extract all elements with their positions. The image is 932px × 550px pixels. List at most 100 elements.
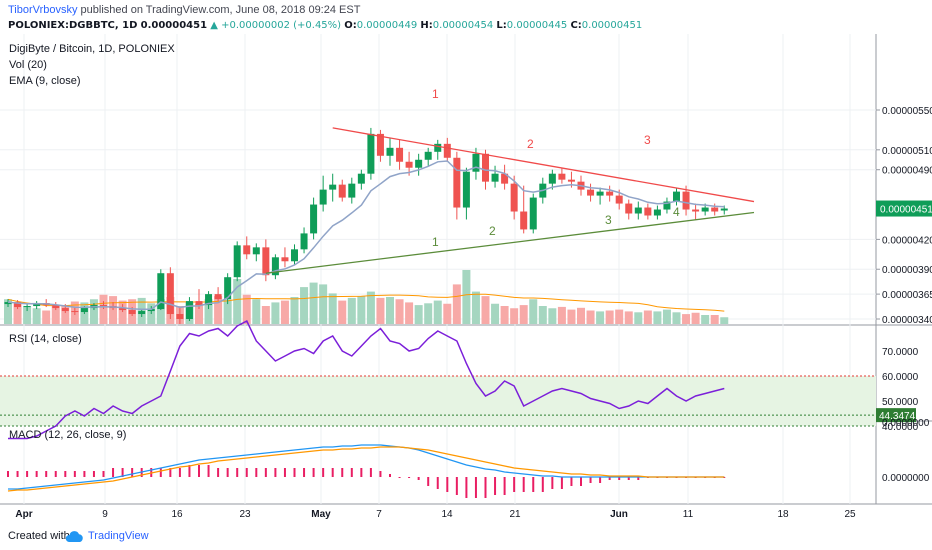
candle-body bbox=[138, 311, 146, 315]
volume-bar bbox=[605, 310, 614, 324]
ohlc-line: POLONIEX:DGBBTC, 1D 0.00000451 ▲ +0.0000… bbox=[8, 20, 642, 31]
volume-bar bbox=[366, 291, 375, 324]
candle-body bbox=[61, 308, 69, 312]
volume-bar bbox=[443, 303, 452, 324]
support-touch-label: 2 bbox=[489, 224, 496, 238]
support-touch-label: 3 bbox=[605, 213, 612, 227]
macd-histogram-bar bbox=[513, 477, 516, 492]
date-tick-label: Apr bbox=[15, 509, 32, 520]
candle-body bbox=[405, 161, 413, 168]
volume-bar bbox=[223, 299, 232, 324]
volume-bar bbox=[99, 294, 108, 324]
date-tick-label: 7 bbox=[376, 509, 382, 520]
axes: 0.00000550 0.00000510 0.00000490 0.00000451… bbox=[15, 106, 932, 520]
grid-lines bbox=[0, 34, 932, 505]
candle-body bbox=[443, 143, 451, 158]
tradingview-brand-link[interactable]: TradingView bbox=[88, 530, 149, 542]
macd-histogram-bar bbox=[131, 468, 134, 477]
volume-bar bbox=[557, 306, 566, 324]
volume-bar bbox=[319, 284, 328, 324]
price-tick-label: 0.00000550 bbox=[882, 106, 932, 117]
candle-body bbox=[558, 173, 566, 180]
footer: Created with TradingView bbox=[0, 522, 932, 550]
candle-body bbox=[606, 191, 614, 196]
volume-bar bbox=[452, 284, 461, 324]
macd-histogram-bar bbox=[26, 471, 29, 477]
date-tick-label: 18 bbox=[777, 509, 789, 520]
candle-body bbox=[33, 303, 41, 307]
chart-header: TiborVrbovsky published on TradingView.c… bbox=[0, 0, 932, 34]
candle-body bbox=[567, 179, 575, 182]
candle-body bbox=[453, 157, 461, 208]
date-tick-label: 16 bbox=[171, 509, 183, 520]
volume-bar bbox=[328, 293, 337, 324]
macd-histogram-bar bbox=[369, 468, 372, 477]
candle-body bbox=[615, 195, 623, 204]
macd-histogram-bar bbox=[283, 468, 286, 477]
candle-body bbox=[128, 310, 136, 315]
macd-histogram-bar bbox=[398, 477, 401, 478]
candle-body bbox=[176, 314, 184, 319]
volume-bar bbox=[481, 296, 490, 324]
rsi-tick-label: 40.0000 bbox=[882, 422, 919, 433]
candle-body bbox=[23, 306, 31, 308]
candle-body bbox=[720, 208, 728, 211]
macd-pane[interactable] bbox=[7, 444, 726, 498]
macd-histogram-bar bbox=[541, 477, 544, 492]
volume-bar bbox=[519, 305, 528, 324]
ema-path bbox=[7, 160, 725, 311]
candle-body bbox=[701, 207, 709, 212]
candle-body bbox=[520, 211, 528, 230]
candle-body bbox=[367, 133, 375, 174]
volume-bar bbox=[548, 308, 557, 324]
macd-histogram-bar bbox=[54, 471, 57, 477]
macd-histogram-bar bbox=[389, 474, 391, 477]
macd-histogram-bar bbox=[293, 468, 296, 477]
candle-body bbox=[596, 191, 604, 196]
symbol-label[interactable]: POLONIEX:DGBBTC, 1D bbox=[8, 20, 138, 31]
macd-histogram-bar bbox=[331, 468, 334, 477]
date-tick-label: 11 bbox=[683, 509, 694, 520]
volume-bar bbox=[195, 303, 203, 324]
date-tick-label: 21 bbox=[509, 509, 521, 520]
volume-bar bbox=[242, 294, 251, 324]
price-tick-label: 0.00000420 bbox=[882, 235, 932, 246]
volume-bar bbox=[586, 310, 595, 324]
date-tick-label: 23 bbox=[239, 509, 251, 520]
rsi-pane[interactable] bbox=[0, 319, 876, 440]
macd-histogram-bar bbox=[522, 477, 525, 492]
volume-bar bbox=[261, 306, 270, 324]
macd-histogram-bar bbox=[45, 471, 48, 477]
publish-info: published on TradingView.com, June 08, 2… bbox=[80, 4, 361, 16]
volume-bar bbox=[347, 297, 356, 324]
candle-body bbox=[376, 133, 384, 156]
price-tick-label: 0.00000510 bbox=[882, 146, 932, 157]
volume-bar bbox=[23, 306, 32, 324]
candle-body bbox=[243, 245, 251, 255]
volume-bar bbox=[414, 305, 423, 324]
volume-bar bbox=[271, 302, 280, 324]
volume-bar bbox=[433, 300, 442, 324]
author-link[interactable]: TiborVrbovsky bbox=[8, 4, 78, 16]
macd-histogram-bar bbox=[417, 477, 420, 480]
last-price: 0.00000451 bbox=[140, 20, 208, 31]
candle-body bbox=[510, 183, 518, 212]
macd-histogram-bar bbox=[618, 477, 621, 480]
date-tick-label: 9 bbox=[102, 509, 108, 520]
volume-bar bbox=[214, 296, 223, 324]
candlesticks[interactable] bbox=[4, 127, 728, 324]
macd-histogram-bar bbox=[169, 468, 172, 477]
candle-body bbox=[100, 305, 107, 307]
volume-bar bbox=[338, 300, 347, 324]
support-trendline bbox=[265, 211, 755, 274]
volume-bar bbox=[510, 308, 519, 324]
open-value: 0.00000449 bbox=[356, 20, 418, 31]
trendlines[interactable]: 1 2 3 1 2 3 4 bbox=[265, 87, 755, 274]
volume-bars bbox=[4, 270, 729, 324]
candle-body bbox=[52, 305, 60, 309]
ema-legend: EMA (9, close) bbox=[9, 75, 81, 87]
macd-histogram-bar bbox=[92, 471, 95, 477]
macd-histogram-bar bbox=[532, 477, 535, 492]
